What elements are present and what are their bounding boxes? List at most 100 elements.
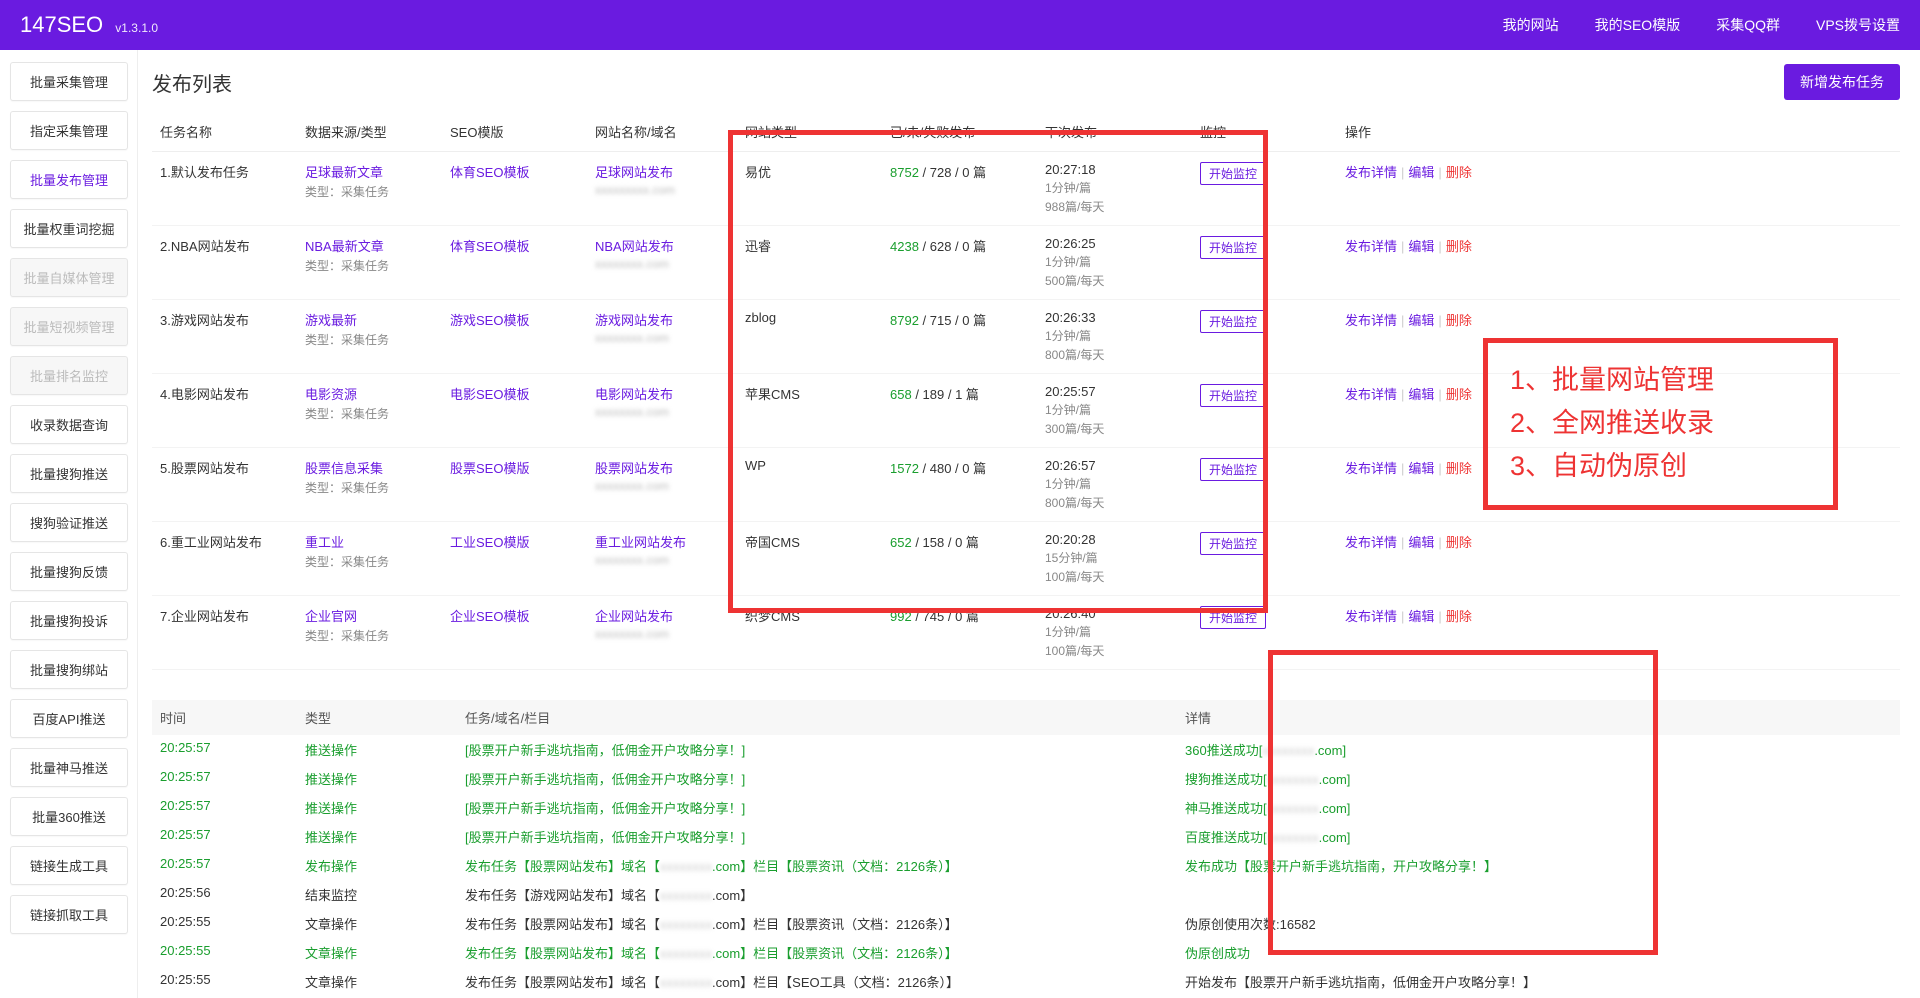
source-link[interactable]: 游戏最新 xyxy=(305,313,357,328)
edit-link[interactable]: 编辑 xyxy=(1408,535,1434,550)
seo-template: 企业SEO模板 xyxy=(442,596,587,670)
monitor-button[interactable]: 开始监控 xyxy=(1200,606,1266,629)
publish-row: 1.默认发布任务足球最新文章类型：采集任务体育SEO模板足球网站发布xxxxxx… xyxy=(152,152,1900,226)
site-type: 帝国CMS xyxy=(737,522,882,596)
log-time: 20:25:55 xyxy=(152,909,297,938)
log-time: 20:25:57 xyxy=(152,735,297,764)
monitor-button[interactable]: 开始监控 xyxy=(1200,458,1266,481)
sidebar-item[interactable]: 批量搜狗推送 xyxy=(10,454,128,493)
detail-link[interactable]: 发布详情 xyxy=(1345,609,1397,624)
sidebar-item[interactable]: 批量发布管理 xyxy=(10,160,128,199)
publish-col-header: 网站名称/域名 xyxy=(587,112,737,152)
detail-link[interactable]: 发布详情 xyxy=(1345,165,1397,180)
monitor-button[interactable]: 开始监控 xyxy=(1200,236,1266,259)
log-row: 20:25:57发布操作发布任务【股票网站发布】域名【xxxxxxxx.com】… xyxy=(152,851,1900,880)
source-link[interactable]: 电影资源 xyxy=(305,387,357,402)
source-link[interactable]: 重工业 xyxy=(305,535,344,550)
log-col-header: 类型 xyxy=(297,700,457,735)
sidebar-item[interactable]: 指定采集管理 xyxy=(10,111,128,150)
log-task: 发布任务【股票网站发布】域名【xxxxxxxx.com】栏目【股票资讯（文档：2… xyxy=(457,909,1177,938)
site-type: zblog xyxy=(737,300,882,374)
log-detail: 开始发布【股票开户新手逃坑指南，低佣金开户攻略分享！】 xyxy=(1177,967,1900,996)
log-time: 20:25:55 xyxy=(152,938,297,967)
delete-link[interactable]: 删除 xyxy=(1446,239,1472,254)
detail-link[interactable]: 发布详情 xyxy=(1345,239,1397,254)
sidebar-item[interactable]: 批量搜狗反馈 xyxy=(10,552,128,591)
detail-link[interactable]: 发布详情 xyxy=(1345,535,1397,550)
log-col-header: 详情 xyxy=(1177,700,1900,735)
edit-link[interactable]: 编辑 xyxy=(1408,239,1434,254)
log-panel: 时间类型任务/域名/栏目详情 20:25:57推送操作[股票开户新手逃坑指南，低… xyxy=(152,700,1900,996)
next-publish: 20:20:2815分钟/篇100篇/每天 xyxy=(1037,522,1192,596)
publish-count: 8792 / 715 / 0 篇 xyxy=(882,300,1037,374)
sidebar-item[interactable]: 链接生成工具 xyxy=(10,846,128,885)
monitor-button[interactable]: 开始监控 xyxy=(1200,162,1266,185)
sidebar-item[interactable]: 批量360推送 xyxy=(10,797,128,836)
brand-name: 147SEO xyxy=(20,12,103,37)
delete-link[interactable]: 删除 xyxy=(1446,535,1472,550)
publish-col-header: 网站类型 xyxy=(737,112,882,152)
monitor-button[interactable]: 开始监控 xyxy=(1200,532,1266,555)
log-task: [股票开户新手逃坑指南，低佣金开户攻略分享！] xyxy=(457,793,1177,822)
detail-link[interactable]: 发布详情 xyxy=(1345,313,1397,328)
detail-link[interactable]: 发布详情 xyxy=(1345,461,1397,476)
detail-link[interactable]: 发布详情 xyxy=(1345,387,1397,402)
sidebar-item[interactable]: 批量权重词挖掘 xyxy=(10,209,128,248)
delete-link[interactable]: 删除 xyxy=(1446,313,1472,328)
publish-count: 992 / 745 / 0 篇 xyxy=(882,596,1037,670)
delete-link[interactable]: 删除 xyxy=(1446,609,1472,624)
ops-cell: 发布详情|编辑|删除 xyxy=(1337,226,1900,300)
top-nav-item[interactable]: 采集QQ群 xyxy=(1716,15,1780,35)
add-publish-task-button[interactable]: 新增发布任务 xyxy=(1784,64,1900,100)
monitor-button[interactable]: 开始监控 xyxy=(1200,310,1266,333)
source-link[interactable]: 企业官网 xyxy=(305,609,357,624)
sidebar-item[interactable]: 收录数据查询 xyxy=(10,405,128,444)
task-name: 2.NBA网站发布 xyxy=(152,226,297,300)
sidebar-item[interactable]: 搜狗验证推送 xyxy=(10,503,128,542)
sidebar: 批量采集管理指定采集管理批量发布管理批量权重词挖掘批量自媒体管理批量短视频管理批… xyxy=(0,50,138,998)
sidebar-item: 批量短视频管理 xyxy=(10,307,128,346)
edit-link[interactable]: 编辑 xyxy=(1408,461,1434,476)
monitor-button[interactable]: 开始监控 xyxy=(1200,384,1266,407)
log-task: [股票开户新手逃坑指南，低佣金开户攻略分享！] xyxy=(457,764,1177,793)
callout-line: 1、批量网站管理 xyxy=(1510,359,1811,402)
log-row: 20:25:55文章操作发布任务【股票网站发布】域名【xxxxxxxx.com】… xyxy=(152,938,1900,967)
sidebar-item[interactable]: 链接抓取工具 xyxy=(10,895,128,934)
edit-link[interactable]: 编辑 xyxy=(1408,387,1434,402)
publish-count: 8752 / 728 / 0 篇 xyxy=(882,152,1037,226)
log-col-header: 任务/域名/栏目 xyxy=(457,700,1177,735)
publish-col-header: 任务名称 xyxy=(152,112,297,152)
sidebar-item[interactable]: 批量采集管理 xyxy=(10,62,128,101)
site-type: 苹果CMS xyxy=(737,374,882,448)
edit-link[interactable]: 编辑 xyxy=(1408,313,1434,328)
source-link[interactable]: 足球最新文章 xyxy=(305,165,383,180)
sidebar-item[interactable]: 批量搜狗投诉 xyxy=(10,601,128,640)
log-time: 20:25:57 xyxy=(152,764,297,793)
delete-link[interactable]: 删除 xyxy=(1446,387,1472,402)
log-type: 推送操作 xyxy=(297,793,457,822)
log-detail: 发布成功【股票开户新手逃坑指南，开户攻略分享！】 xyxy=(1177,851,1900,880)
delete-link[interactable]: 删除 xyxy=(1446,461,1472,476)
sidebar-item[interactable]: 批量搜狗绑站 xyxy=(10,650,128,689)
log-detail: 360推送成功[xxxxxxxx.com] xyxy=(1177,735,1900,764)
source: 游戏最新类型：采集任务 xyxy=(297,300,442,374)
sidebar-item[interactable]: 百度API推送 xyxy=(10,699,128,738)
publish-col-header: 下次发布 xyxy=(1037,112,1192,152)
top-nav-item[interactable]: 我的网站 xyxy=(1503,15,1559,35)
top-nav-item[interactable]: VPS拨号设置 xyxy=(1816,15,1900,35)
publish-col-header: 操作 xyxy=(1337,112,1900,152)
source-link[interactable]: 股票信息采集 xyxy=(305,461,383,476)
log-row: 20:25:55文章操作发布任务【股票网站发布】域名【xxxxxxxx.com】… xyxy=(152,967,1900,996)
top-bar: 147SEO v1.3.1.0 我的网站我的SEO模版采集QQ群VPS拨号设置 xyxy=(0,0,1920,50)
log-row: 20:25:56结束监控发布任务【游戏网站发布】域名【xxxxxxxx.com】 xyxy=(152,880,1900,909)
seo-template: 电影SEO模板 xyxy=(442,374,587,448)
sidebar-item[interactable]: 批量神马推送 xyxy=(10,748,128,787)
top-nav-item[interactable]: 我的SEO模版 xyxy=(1595,15,1681,35)
edit-link[interactable]: 编辑 xyxy=(1408,609,1434,624)
monitor-cell: 开始监控 xyxy=(1192,374,1337,448)
seo-template: 体育SEO模板 xyxy=(442,226,587,300)
log-row: 20:25:57推送操作[股票开户新手逃坑指南，低佣金开户攻略分享！]搜狗推送成… xyxy=(152,764,1900,793)
source-link[interactable]: NBA最新文章 xyxy=(305,239,384,254)
edit-link[interactable]: 编辑 xyxy=(1408,165,1434,180)
delete-link[interactable]: 删除 xyxy=(1446,165,1472,180)
